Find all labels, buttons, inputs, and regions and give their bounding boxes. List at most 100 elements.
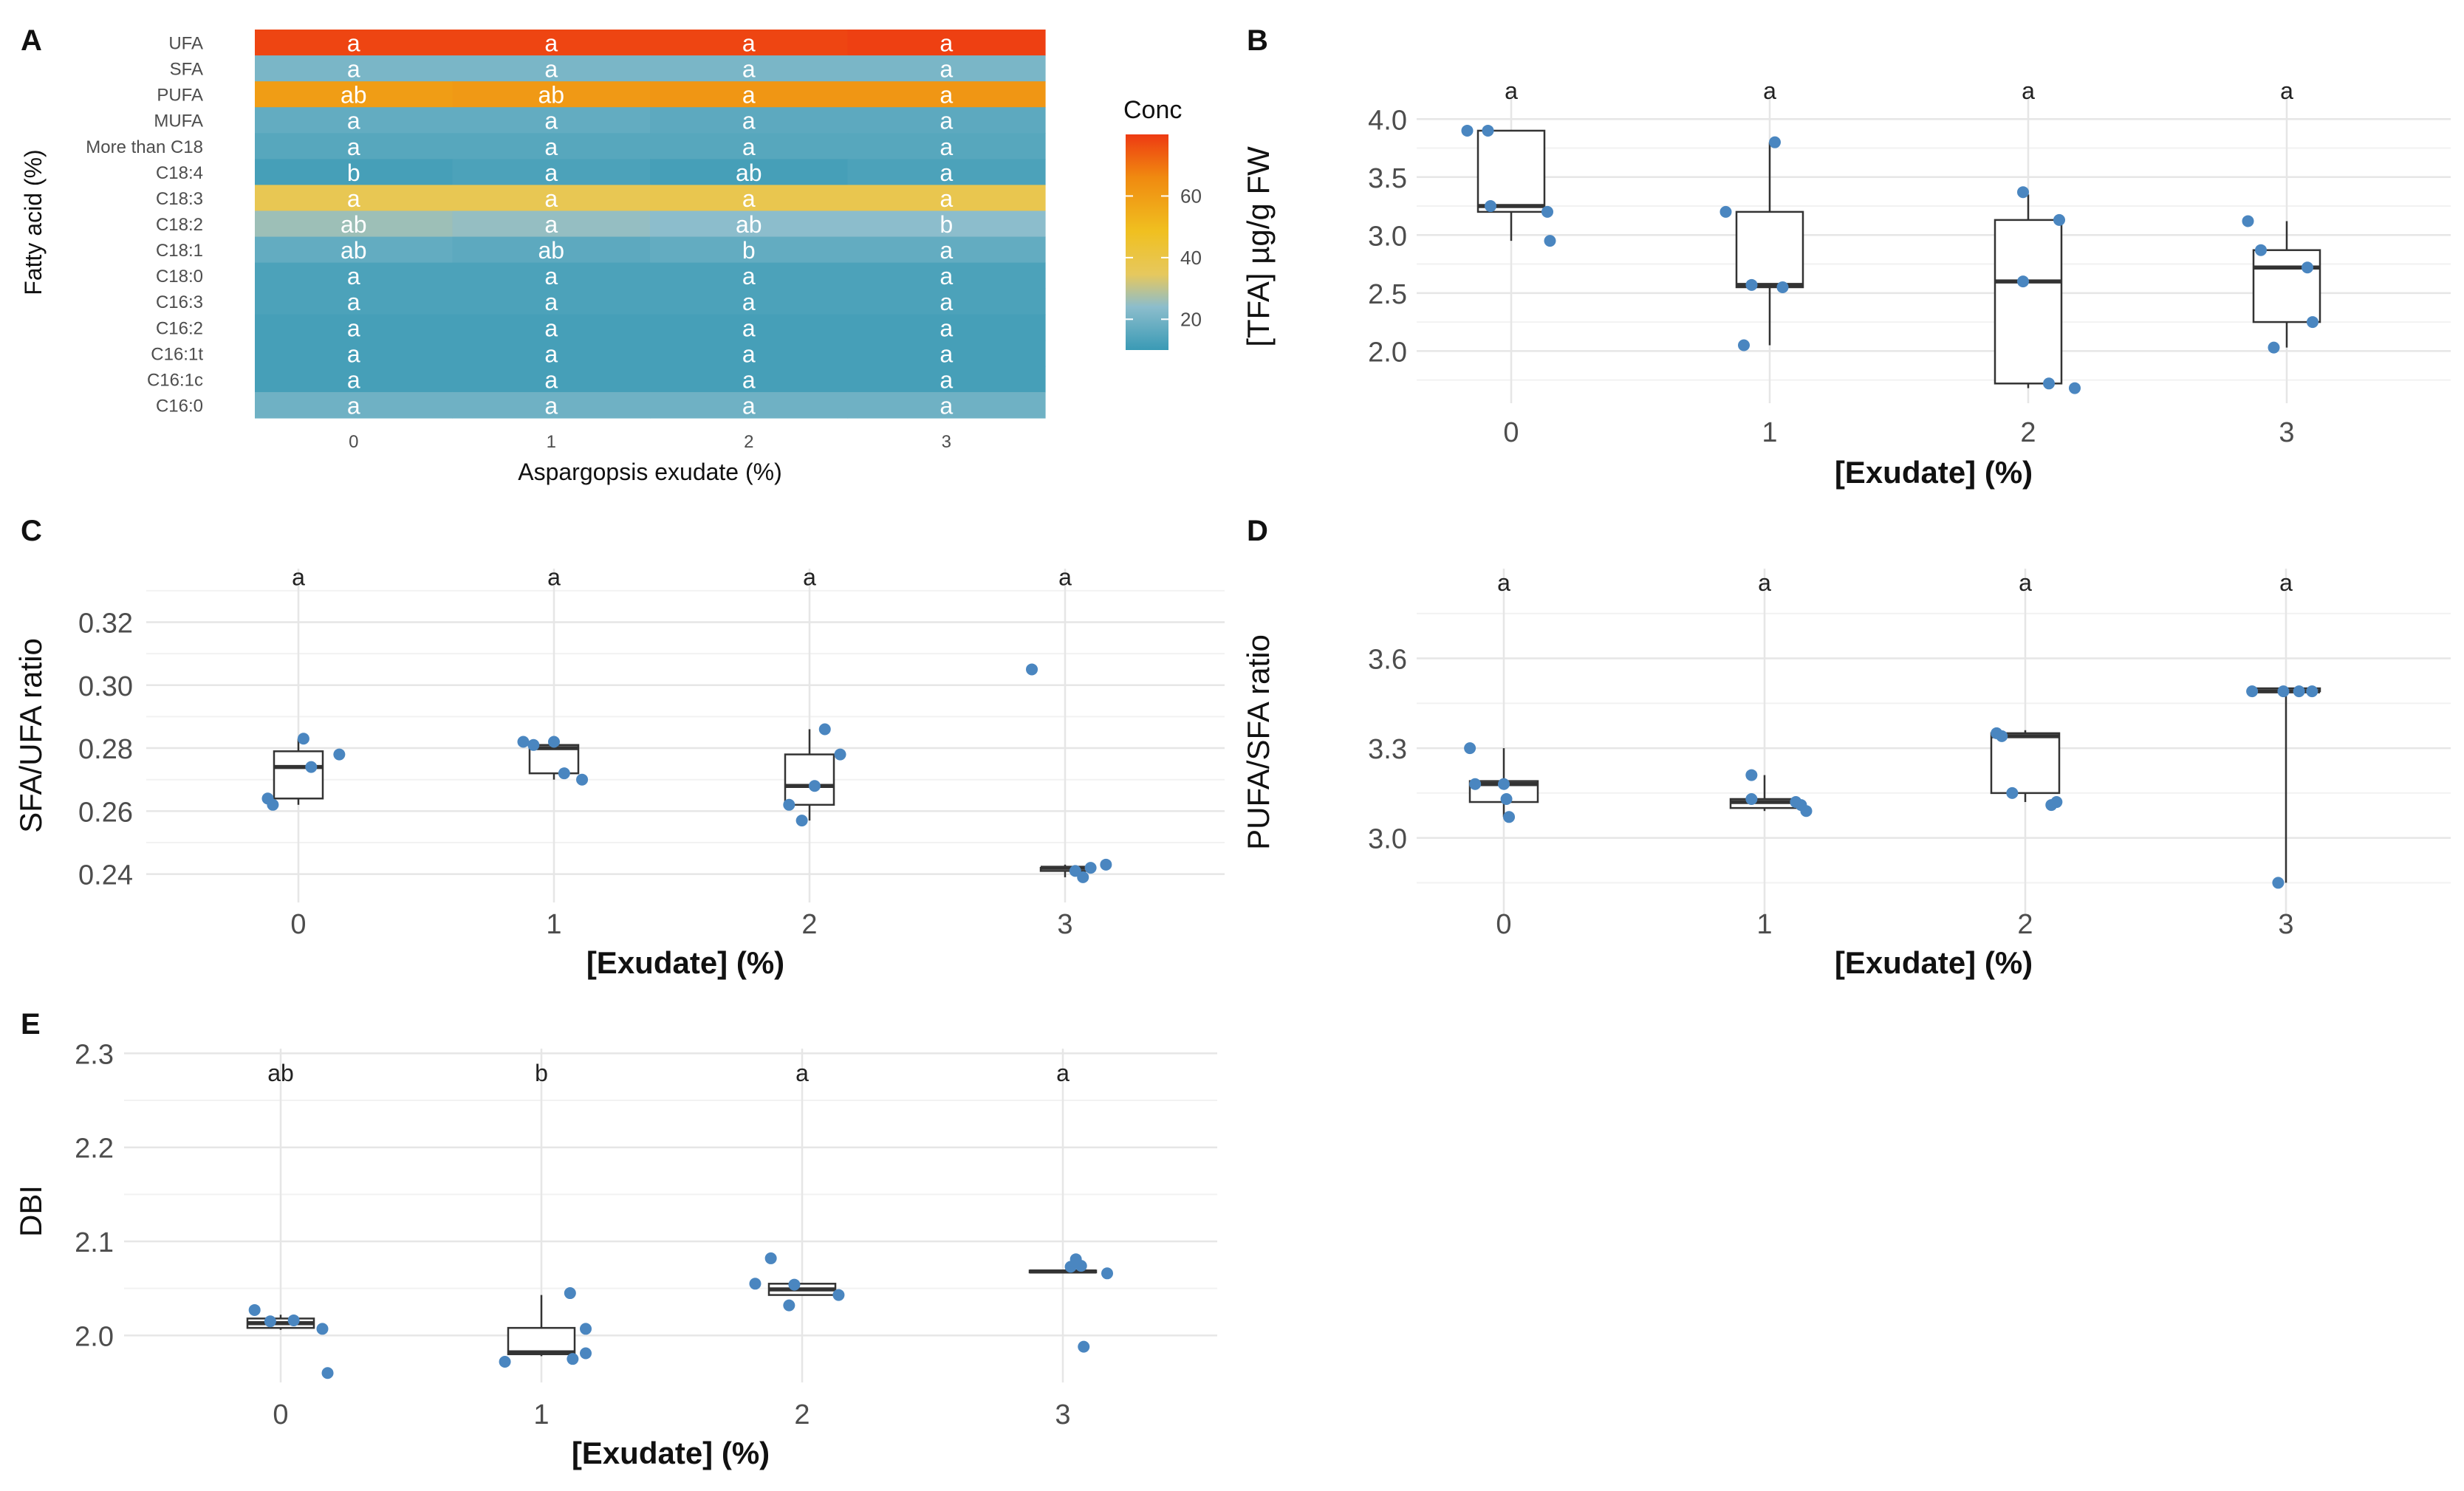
data-point (783, 798, 795, 811)
box-iqr (507, 1326, 576, 1356)
heatmap-cell-letter: a (940, 185, 953, 212)
heatmap-cell (452, 107, 651, 134)
x-tick-label: 0 (1503, 417, 1519, 448)
significance-letter: a (2019, 569, 2032, 596)
y-tick-label: 3.3 (1368, 734, 1407, 765)
heatmap-cell-letter: a (940, 56, 953, 83)
panel-label-a: A (21, 24, 42, 57)
y-tick-label: 2.0 (1368, 337, 1407, 368)
data-point (2277, 685, 2290, 698)
x-tick-label: 2 (801, 909, 817, 940)
heatmap-cell-letter: a (742, 56, 756, 83)
heatmap-cell-letter: a (347, 366, 360, 393)
data-point (1738, 339, 1750, 352)
heatmap-cell (255, 185, 454, 212)
heatmap-cell-letter: a (940, 108, 953, 134)
panel-c-sfa-ufa-boxplot: C 0.24 0.26 0.28 0.30 0.32 a a a a 0 1 2 3 [Exudate] … (13, 515, 1225, 980)
data-point (2255, 244, 2267, 256)
x-axis-title: [Exudate] (%) (572, 1436, 770, 1470)
heatmap-cell (847, 30, 1046, 56)
heatmap-cell (650, 81, 849, 108)
heatmap-cell-letter: a (940, 160, 953, 186)
y-axis-title: PUFA/SFA ratio (1241, 634, 1276, 850)
box-iqr (2252, 249, 2321, 323)
x-tick-label: 3 (2279, 417, 2294, 448)
data-point (548, 736, 560, 748)
data-point (2053, 213, 2065, 226)
data-point (1745, 278, 1758, 291)
significance-letter: a (1497, 569, 1510, 596)
panel-label-c: C (21, 515, 42, 547)
x-tick-label: 3 (2278, 909, 2293, 940)
heatmap-cell-letter: a (742, 340, 756, 367)
heatmap-cell-letter: a (347, 392, 360, 419)
heatmap-cell-letter: a (940, 289, 953, 315)
data-point (1996, 730, 2008, 742)
heatmap-cell-letter: ab (736, 211, 762, 238)
data-point (564, 1287, 576, 1300)
heatmap-cell-letter: a (544, 340, 558, 367)
heatmap-cell (650, 159, 849, 185)
data-point (248, 1303, 261, 1316)
heatmap-cell (650, 288, 849, 315)
heatmap-x-axis-title: Aspargopsis exudate (%) (518, 459, 782, 485)
y-axis-title: [TFA] µg/g FW (1241, 146, 1276, 347)
significance-letter: b (535, 1060, 548, 1086)
data-point (2043, 377, 2055, 390)
x-tick-label: 0 (273, 1399, 288, 1430)
heatmap-row-label: More than C18 (86, 137, 203, 157)
x-tick-label: 1 (1756, 909, 1772, 940)
heatmap-legend: Conc 20 40 60 (1123, 96, 1202, 350)
data-point (2017, 186, 2029, 199)
heatmap-cell (452, 288, 651, 315)
heatmap-cell (452, 340, 651, 367)
heatmap-cell (650, 391, 849, 419)
data-point (1745, 769, 1758, 781)
legend-tick-label: 20 (1180, 308, 1202, 330)
heatmap-cell (255, 288, 454, 315)
data-point (2246, 685, 2259, 698)
heatmap-cells: a a a aa a a aab ab a aa a a aa a a ab a ab aa a a aab a ab bab a… (255, 30, 1046, 419)
data-point (316, 1323, 329, 1335)
heatmap-cell (452, 391, 651, 419)
data-point (517, 736, 530, 748)
legend-colorbar (1126, 134, 1168, 350)
y-axis-title: DBI (13, 1185, 48, 1237)
heatmap-cell-letter: a (544, 108, 558, 134)
data-point (1544, 235, 1556, 247)
heatmap-cell (255, 210, 454, 238)
heatmap-row-label: UFA (168, 34, 203, 54)
significance-letter: a (1056, 1060, 1070, 1086)
data-point (1078, 1340, 1090, 1353)
heatmap-cell (452, 81, 651, 108)
data-point (1800, 805, 1813, 818)
heatmap-cell (255, 236, 454, 264)
heatmap-cell-letter: ab (538, 82, 564, 109)
heatmap-cell (452, 366, 651, 393)
data-point (783, 1299, 795, 1312)
panel-label-e: E (21, 1008, 41, 1041)
significance-letter: a (803, 564, 816, 591)
heatmap-cell-letter: a (544, 56, 558, 83)
heatmap-cell (650, 210, 849, 238)
data-point (2302, 261, 2313, 274)
heatmap-cell (650, 262, 849, 289)
y-tick-label: 0.26 (78, 797, 133, 828)
heatmap-cell (452, 185, 651, 212)
heatmap-cell-letter: a (544, 289, 558, 315)
data-point (264, 1315, 276, 1328)
data-point (2050, 796, 2063, 809)
heatmap-row-label: C16:1c (147, 370, 203, 390)
heatmap-cell (255, 107, 454, 134)
data-point (287, 1314, 300, 1326)
heatmap-cell (255, 81, 454, 108)
data-point (1100, 858, 1112, 871)
data-point (2242, 215, 2254, 227)
heatmap-cell-letter: a (742, 366, 756, 393)
heatmap-cell-letter: a (940, 340, 953, 367)
heatmap-cell (847, 288, 1046, 315)
data-point (499, 1355, 511, 1368)
data-point (2069, 382, 2081, 394)
data-point (1077, 871, 1089, 883)
heatmap-cell (847, 107, 1046, 134)
